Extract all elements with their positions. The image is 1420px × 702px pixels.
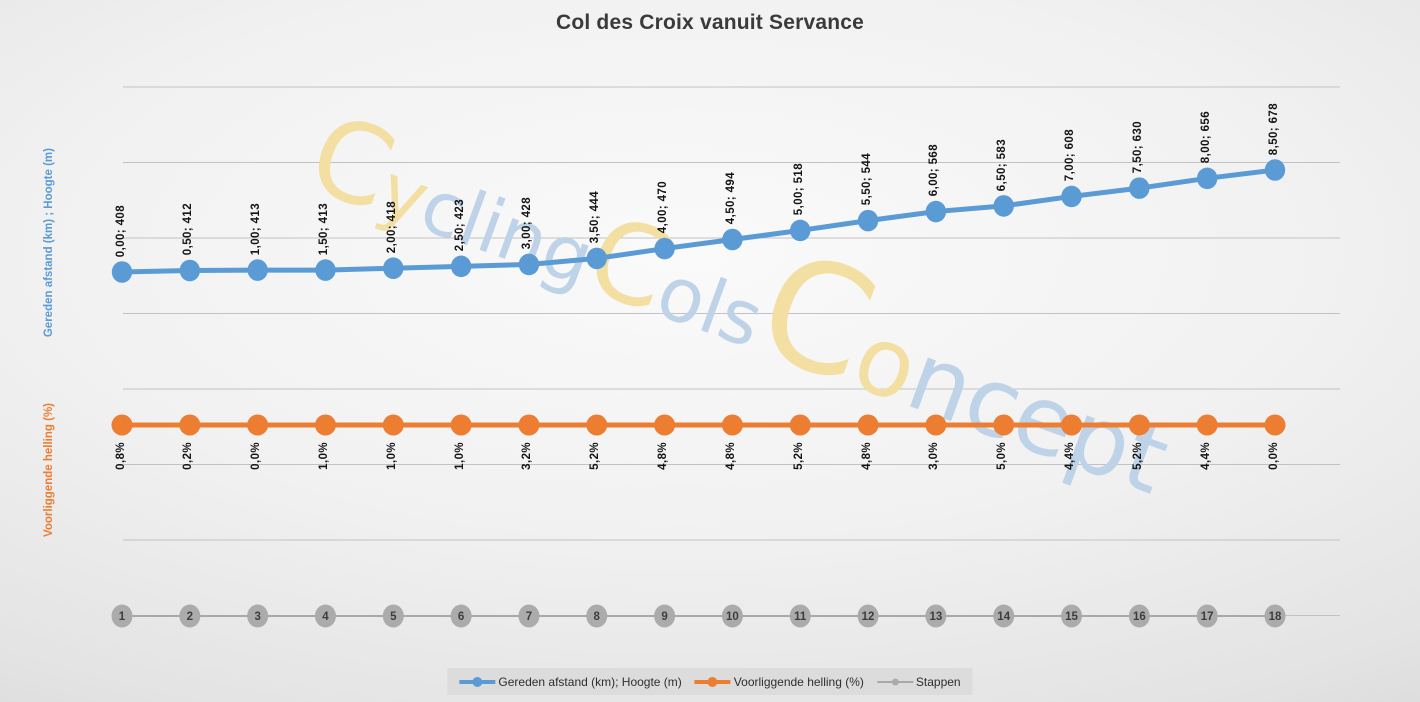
legend-item-orange: Voorliggende helling (%) [694, 674, 864, 689]
legend: Gereden afstand (km); Hoogte (m) Voorligg… [447, 668, 973, 695]
step-marker [1264, 604, 1286, 628]
helling-marker [1061, 414, 1083, 436]
step-number: 8 [594, 611, 601, 623]
chart-title: Col des Croix vanuit Servance [555, 11, 865, 34]
hoogte-series-line [121, 167, 1276, 275]
hoogte-marker [722, 228, 743, 251]
hoogte-marker [518, 253, 540, 276]
hoogte-marker [383, 257, 404, 280]
step-number: 13 [929, 611, 942, 623]
blue-legend-marker [459, 675, 496, 688]
helling-marker [1128, 414, 1150, 436]
legend-label: Stappen [915, 674, 961, 689]
hoogte-marker [857, 209, 879, 232]
hoogte-marker [450, 255, 472, 278]
step-number: 10 [726, 611, 739, 623]
helling-marker [789, 414, 811, 436]
helling-marker [450, 414, 472, 436]
helling-marker [382, 414, 404, 436]
helling-marker [925, 414, 947, 436]
hoogte-marker [247, 259, 268, 281]
step-marker [314, 604, 336, 628]
legend-label: Gereden afstand (km); Hoogte (m) [498, 674, 682, 689]
helling-marker [111, 414, 133, 436]
step-marker [450, 604, 472, 628]
legend-item-gray: Stappen [876, 674, 961, 689]
step-number: 7 [526, 611, 532, 623]
helling-marker [586, 414, 608, 436]
hoogte-marker [925, 200, 947, 223]
legend-label: Voorliggende helling (%) [733, 674, 864, 689]
helling-marker [1264, 414, 1286, 436]
step-marker [382, 604, 404, 628]
step-number: 17 [1201, 611, 1214, 623]
step-marker [518, 604, 540, 628]
hoogte-marker [1129, 177, 1150, 199]
step-marker [721, 604, 743, 628]
step-number: 4 [322, 611, 329, 623]
helling-marker [518, 414, 540, 436]
step-marker [925, 604, 947, 628]
helling-marker [993, 414, 1015, 436]
step-number: 16 [1133, 611, 1146, 623]
step-number: 3 [254, 611, 260, 623]
helling-marker [1196, 414, 1218, 436]
step-marker [179, 604, 201, 628]
hoogte-marker [111, 261, 133, 283]
step-number: 1 [119, 611, 126, 623]
step-number: 11 [794, 611, 807, 623]
step-number: 5 [390, 611, 397, 623]
step-number: 14 [997, 611, 1010, 623]
step-number: 18 [1269, 611, 1282, 623]
step-marker [111, 604, 133, 628]
step-marker [654, 604, 676, 628]
helling-marker [721, 414, 743, 436]
step-marker [857, 604, 879, 628]
helling-marker [654, 414, 676, 436]
step-marker [247, 604, 269, 628]
step-marker [586, 604, 608, 628]
hoogte-marker [1061, 185, 1082, 208]
helling-marker [314, 414, 336, 436]
hoogte-marker [1196, 167, 1218, 190]
hoogte-marker [790, 219, 811, 242]
step-number: 6 [458, 611, 464, 623]
hoogte-marker [179, 259, 201, 282]
helling-marker [247, 414, 269, 436]
step-marker [789, 604, 811, 628]
gray-legend-marker [876, 675, 913, 688]
hoogte-marker [315, 259, 336, 281]
step-marker [1196, 604, 1218, 628]
hoogte-marker [586, 247, 607, 270]
step-number: 2 [187, 611, 193, 623]
secondary-axis-title: Voorliggende helling (%) [43, 403, 55, 537]
step-marker [1128, 604, 1150, 628]
helling-marker [179, 414, 201, 436]
step-number: 12 [862, 611, 875, 623]
hoogte-marker [654, 237, 675, 260]
primary-axis-title: Gereden afstand (km) ; Hoogte (m) [43, 148, 55, 338]
hoogte-marker [1264, 159, 1286, 181]
orange-legend-marker [694, 675, 731, 688]
hoogte-marker [993, 195, 1014, 217]
step-marker [1061, 604, 1083, 628]
step-number: 15 [1065, 611, 1078, 623]
legend-item-blue: Gereden afstand (km); Hoogte (m) [459, 674, 682, 689]
step-number: 9 [661, 611, 667, 623]
step-marker [993, 604, 1015, 628]
helling-marker [857, 414, 879, 436]
